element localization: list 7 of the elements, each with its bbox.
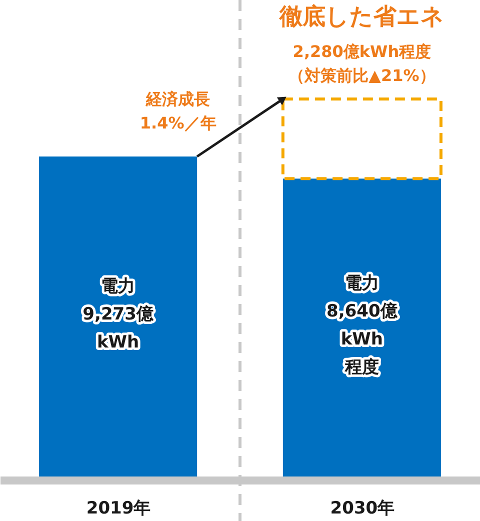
data-label: 2,280億kWh程度（対策前比▲21%） bbox=[288, 42, 436, 86]
text: 徹底した省エネ bbox=[278, 3, 444, 30]
data-label: 電力 9,273億 kWh bbox=[82, 276, 154, 352]
annotation: 経済成長 1.4%／年 bbox=[140, 90, 216, 133]
x-tick-label: 2019年 bbox=[86, 498, 151, 518]
data-label: 電力 8,640億 kWh 程度 bbox=[326, 273, 398, 378]
x-tick-label: 2030年 bbox=[330, 498, 395, 518]
